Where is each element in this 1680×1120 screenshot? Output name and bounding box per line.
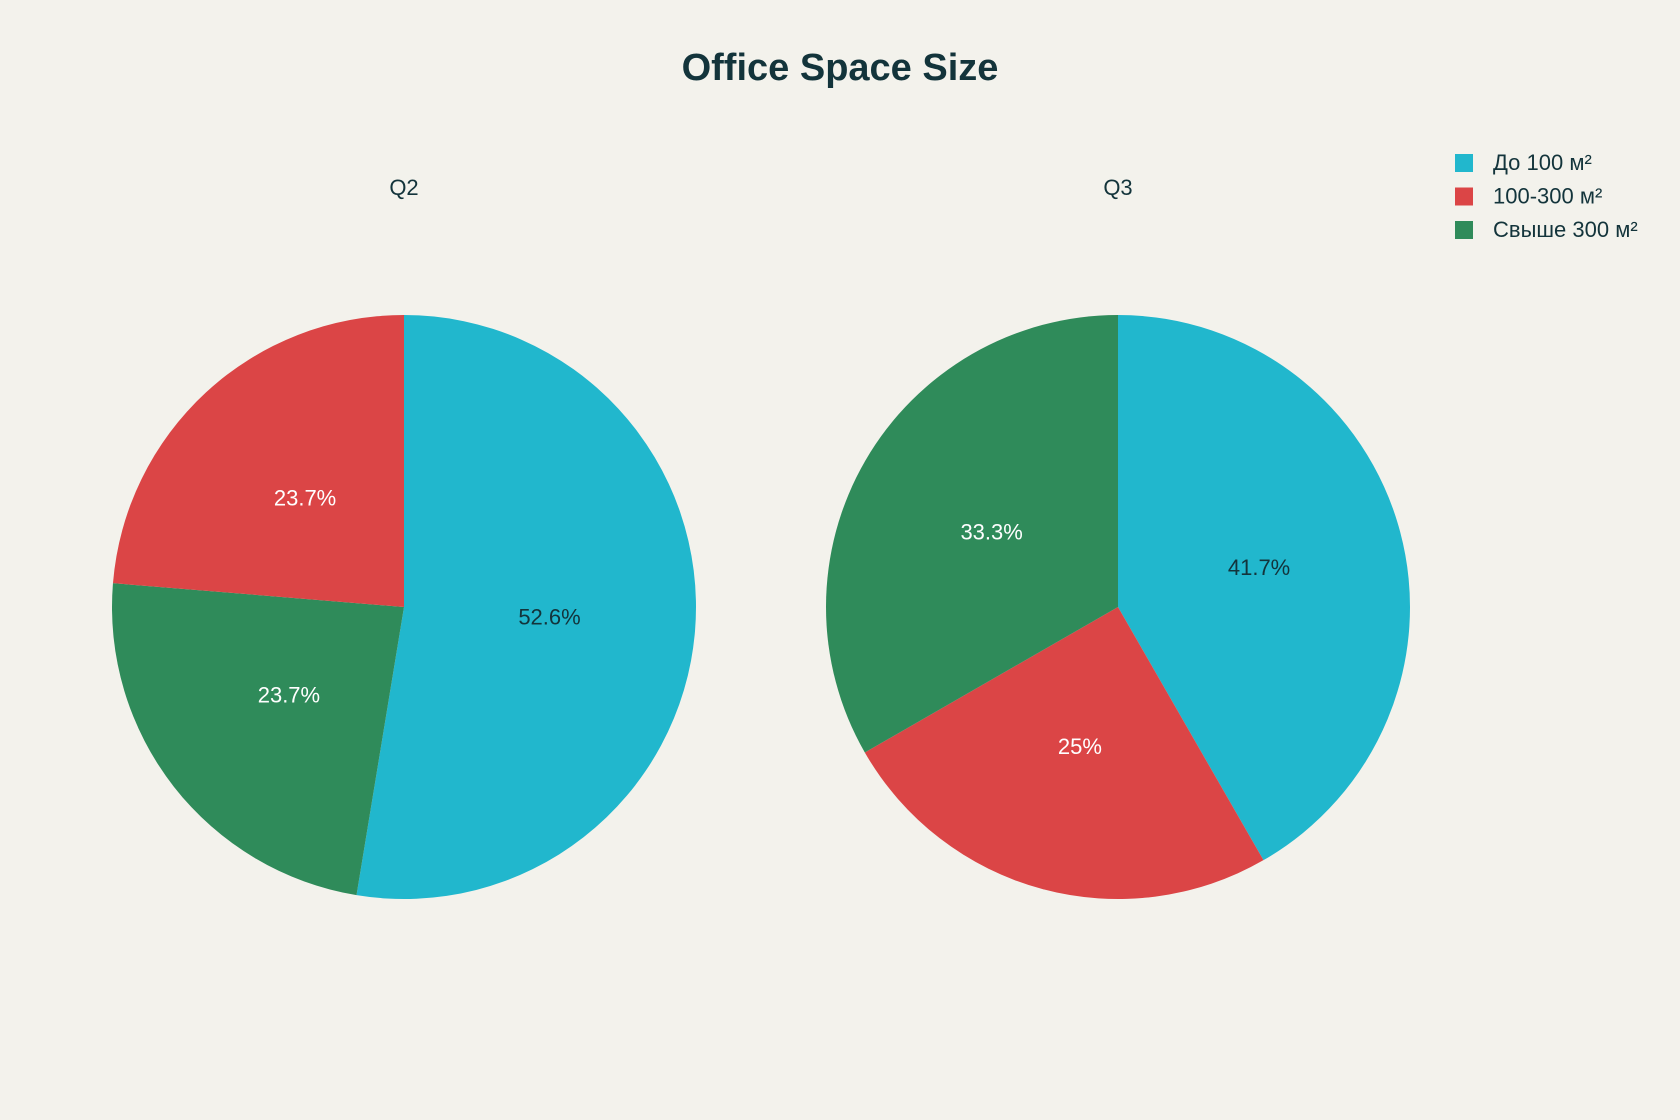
slice-label: 41.7% (1228, 555, 1290, 580)
chart-title: Office Space Size (682, 47, 999, 89)
slice-label: 23.7% (258, 683, 320, 708)
legend-label: 100-300 м² (1493, 183, 1602, 208)
legend-swatch (1455, 187, 1473, 206)
pie-slice (864, 607, 1264, 900)
legend-label: До 100 м² (1493, 150, 1592, 175)
slice-label: 25% (1058, 734, 1102, 759)
legend-swatch (1455, 154, 1473, 172)
pie-title: Q2 (389, 175, 418, 200)
slice-label: 33.3% (960, 520, 1022, 545)
pie-slice (111, 583, 404, 896)
pie-title: Q3 (1103, 175, 1132, 200)
slice-label: 23.7% (274, 485, 336, 510)
pie-slice (112, 315, 405, 607)
pie-slice (826, 314, 1118, 753)
legend-label: Свыше 300 м² (1493, 217, 1638, 242)
slice-label: 52.6% (518, 605, 580, 630)
legend-swatch (1455, 221, 1473, 239)
pie-slice (356, 315, 696, 899)
pie-slice (1118, 315, 1411, 861)
